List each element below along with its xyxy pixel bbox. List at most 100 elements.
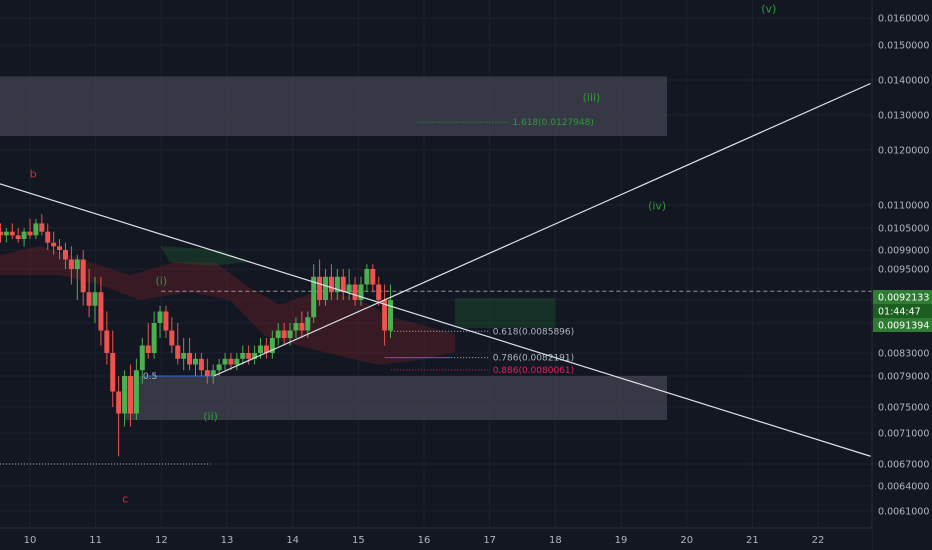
candle-body — [222, 358, 228, 365]
candle-body — [376, 284, 382, 300]
price-tag-bg — [873, 290, 932, 304]
candle-body — [181, 353, 187, 359]
candle-body — [388, 300, 394, 331]
price-tag-label: 0.0091394 — [878, 321, 929, 332]
ichimoku-cloud — [0, 246, 555, 365]
trendline[interactable] — [213, 82, 871, 377]
candle-body — [45, 231, 51, 243]
candle-body — [187, 353, 193, 365]
candles — [0, 214, 394, 457]
candle-body — [33, 223, 39, 236]
y-tick-label: 0.0083000 — [878, 349, 929, 360]
levels: 1.618(0.0127948) 0.618(0.0085896) 0.786(0.… — [0, 118, 872, 465]
y-tick-label: 0.0095000 — [878, 265, 929, 276]
time-axis-bg — [0, 528, 872, 550]
x-tick-label: 13 — [221, 535, 234, 546]
x-tick-label: 16 — [418, 535, 431, 546]
candle-body — [116, 391, 122, 414]
fib-level-label: 1.618(0.0127948) — [512, 118, 593, 128]
candle-body — [382, 300, 388, 331]
candle-body — [0, 231, 3, 236]
candle-body — [98, 292, 104, 331]
candle-body — [3, 231, 9, 236]
y-tick-label: 0.0105000 — [878, 224, 929, 235]
fib-level-label: 0.618(0.0085896) — [493, 327, 574, 337]
cloud-red — [0, 246, 455, 365]
candle-body — [352, 284, 358, 300]
candle-body — [334, 276, 340, 293]
trendline[interactable] — [0, 183, 871, 457]
candle-body — [269, 338, 275, 353]
fib-level-label: 0.786(0.0082191) — [493, 354, 574, 364]
candle-body — [21, 231, 27, 239]
candle-body — [246, 353, 252, 359]
candle-body — [51, 242, 57, 247]
candle-body — [228, 358, 234, 365]
x-tick-label: 21 — [746, 535, 759, 546]
x-tick-label: 17 — [483, 535, 496, 546]
candle-body — [299, 323, 305, 331]
candle-body — [169, 330, 175, 346]
candle-body — [317, 276, 323, 300]
candle-body — [210, 370, 216, 376]
candle-body — [234, 358, 240, 365]
candle-body — [281, 330, 287, 338]
candle-body — [163, 311, 169, 331]
candle-body — [346, 284, 352, 293]
candle-body — [62, 250, 68, 260]
candle-body — [358, 284, 364, 300]
y-tick-label: 0.0130000 — [878, 111, 929, 122]
candle-body — [198, 358, 204, 371]
candle-body — [133, 370, 139, 414]
candle-body — [27, 231, 33, 236]
candle-body — [9, 231, 15, 236]
candle-body — [204, 370, 210, 376]
candle-body — [127, 376, 133, 414]
fib-level-label: 0.886(0.0080061) — [493, 366, 574, 376]
half-level-label: 0.5 — [143, 372, 157, 382]
x-tick-label: 10 — [24, 535, 37, 546]
y-tick-label: 0.0120000 — [878, 146, 929, 157]
candle-body — [340, 276, 346, 293]
candle-body — [110, 353, 116, 392]
price-tag-label: 0.0092133 — [878, 293, 929, 304]
candle-body — [263, 345, 269, 353]
price-axis-bg — [872, 0, 932, 550]
candle-body — [122, 376, 128, 414]
y-tick-label: 0.0160000 — [878, 14, 929, 25]
zones — [0, 76, 667, 420]
wave-label: c — [122, 493, 128, 506]
x-tick-label: 20 — [680, 535, 693, 546]
candle-body — [92, 292, 98, 306]
wave-labels: b c (i) (ii) (iii) (iv) (v) — [30, 3, 777, 506]
wave-label: (i) — [156, 275, 168, 288]
candle-body — [240, 353, 246, 359]
candle-body — [305, 317, 311, 331]
trendlines[interactable] — [0, 82, 871, 457]
y-tick-label: 0.0061000 — [878, 507, 929, 518]
candle-body — [57, 246, 63, 250]
candle-body — [80, 259, 86, 293]
x-tick-label: 15 — [352, 535, 365, 546]
wave-label: (ii) — [203, 410, 218, 423]
x-tick-label: 18 — [549, 535, 562, 546]
candle-body — [157, 311, 163, 323]
wave-label: (iii) — [583, 91, 601, 104]
target-zone — [0, 76, 667, 136]
y-tick-label: 0.0150000 — [878, 41, 929, 52]
x-tick-label: 14 — [286, 535, 299, 546]
price-tag-label: 01:44:47 — [878, 307, 921, 318]
price-tag-bg — [873, 304, 932, 318]
y-tick-label: 0.0064000 — [878, 482, 929, 493]
candle-body — [68, 259, 74, 269]
candle-body — [216, 364, 222, 371]
y-tick-label: 0.0099000 — [878, 246, 929, 257]
candle-body — [39, 223, 45, 232]
cloud-green — [160, 246, 250, 266]
candle-body — [15, 235, 21, 239]
y-tick-label: 0.0140000 — [878, 76, 929, 87]
y-tick-label: 0.0071000 — [878, 429, 929, 440]
candle-body — [151, 323, 157, 353]
